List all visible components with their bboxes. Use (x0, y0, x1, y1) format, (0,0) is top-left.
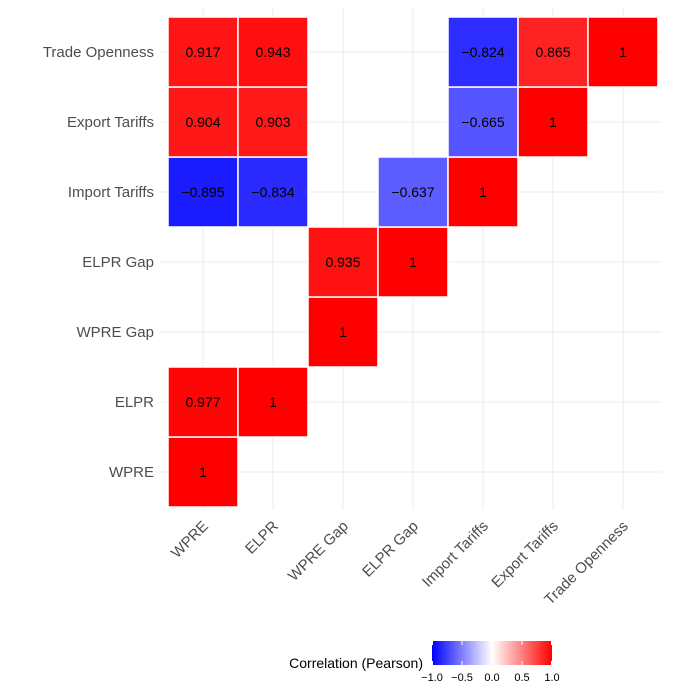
cell-value-wpre-gap-elpr-gap: 0.935 (325, 254, 360, 270)
y-tick-label-export-tariffs: Export Tariffs (67, 114, 154, 131)
cell-elpr-export-tariffs (237, 86, 309, 158)
cell-value-elpr-gap-elpr-gap: 1 (409, 254, 417, 270)
cell-value-elpr-import-tariffs: −0.834 (251, 184, 294, 200)
cell-elpr-trade-openness (237, 16, 309, 88)
y-axis-labels: WPRE ELPR WPRE Gap ELPR Gap Import Tariffs Ex… (43, 44, 154, 481)
y-tick-label-wpre-gap: WPRE Gap (76, 324, 154, 341)
cell-wpre-wpre (167, 436, 239, 508)
cell-wpre-trade-openness (167, 16, 239, 88)
cell-value-import-tariffs-trade-openness: −0.824 (461, 44, 504, 60)
cell-value-import-tariffs-import-tariffs: 1 (479, 184, 487, 200)
cell-value-export-tariffs-export-tariffs: 1 (549, 114, 557, 130)
y-tick-label-elpr-gap: ELPR Gap (82, 254, 154, 271)
color-legend: Correlation (Pearson) −1.0 −0.5 0.0 0.5 1.0 (289, 641, 560, 684)
cell-value-elpr-export-tariffs: 0.903 (255, 114, 290, 130)
cell-value-wpre-trade-openness: 0.917 (185, 44, 220, 60)
heatmap-cells (167, 16, 659, 508)
x-tick-label-elpr: ELPR (242, 518, 282, 558)
cell-value-elpr-gap-import-tariffs: −0.637 (391, 184, 434, 200)
x-tick-label-export-tariffs: Export Tariffs (488, 518, 562, 592)
cell-import-tariffs-import-tariffs (447, 156, 519, 228)
cell-value-wpre-elpr: 0.977 (185, 394, 220, 410)
legend-title: Correlation (Pearson) (289, 655, 423, 671)
legend-tick-label: −0.5 (451, 672, 473, 684)
cell-export-tariffs-trade-openness (517, 16, 589, 88)
x-tick-label-wpre-gap: WPRE Gap (285, 518, 352, 585)
cell-value-wpre-wpre: 1 (199, 464, 207, 480)
legend-tick-label: 0.0 (484, 672, 499, 684)
legend-tick-label: −1.0 (421, 672, 443, 684)
cell-trade-openness-trade-openness (587, 16, 659, 88)
cell-value-wpre-gap-wpre-gap: 1 (339, 324, 347, 340)
legend-ticks: −1.0 −0.5 0.0 0.5 1.0 (421, 641, 560, 684)
cell-value-elpr-trade-openness: 0.943 (255, 44, 290, 60)
cell-wpre-gap-wpre-gap (307, 296, 379, 368)
cell-value-export-tariffs-trade-openness: 0.865 (535, 44, 570, 60)
legend-tick-label: 1.0 (544, 672, 559, 684)
cell-value-wpre-import-tariffs: −0.895 (181, 184, 224, 200)
y-tick-label-trade-openness: Trade Openness (43, 44, 154, 61)
cell-value-trade-openness-trade-openness: 1 (619, 44, 627, 60)
x-tick-label-elpr-gap: ELPR Gap (359, 518, 422, 581)
cell-elpr-import-tariffs (237, 156, 309, 228)
cell-wpre-export-tariffs (167, 86, 239, 158)
y-tick-label-import-tariffs: Import Tariffs (68, 184, 154, 201)
legend-tick-label: 0.5 (514, 672, 529, 684)
y-tick-label-wpre: WPRE (109, 464, 154, 481)
x-tick-label-wpre: WPRE (168, 518, 212, 562)
cell-elpr-elpr (237, 366, 309, 438)
cell-import-tariffs-trade-openness (447, 16, 519, 88)
cell-export-tariffs-export-tariffs (517, 86, 589, 158)
cell-value-elpr-elpr: 1 (269, 394, 277, 410)
cell-value-labels: 1 0.977 1 1 0.935 1 −0.895 −0.834 −0.637 1 0.904 0.… (181, 44, 627, 480)
cell-value-wpre-export-tariffs: 0.904 (185, 114, 220, 130)
x-tick-label-import-tariffs: Import Tariffs (419, 518, 492, 591)
cell-value-import-tariffs-export-tariffs: −0.665 (461, 114, 504, 130)
cell-import-tariffs-export-tariffs (447, 86, 519, 158)
cell-wpre-import-tariffs (167, 156, 239, 228)
y-tick-label-elpr: ELPR (115, 394, 154, 411)
cell-elpr-gap-elpr-gap (377, 226, 449, 298)
